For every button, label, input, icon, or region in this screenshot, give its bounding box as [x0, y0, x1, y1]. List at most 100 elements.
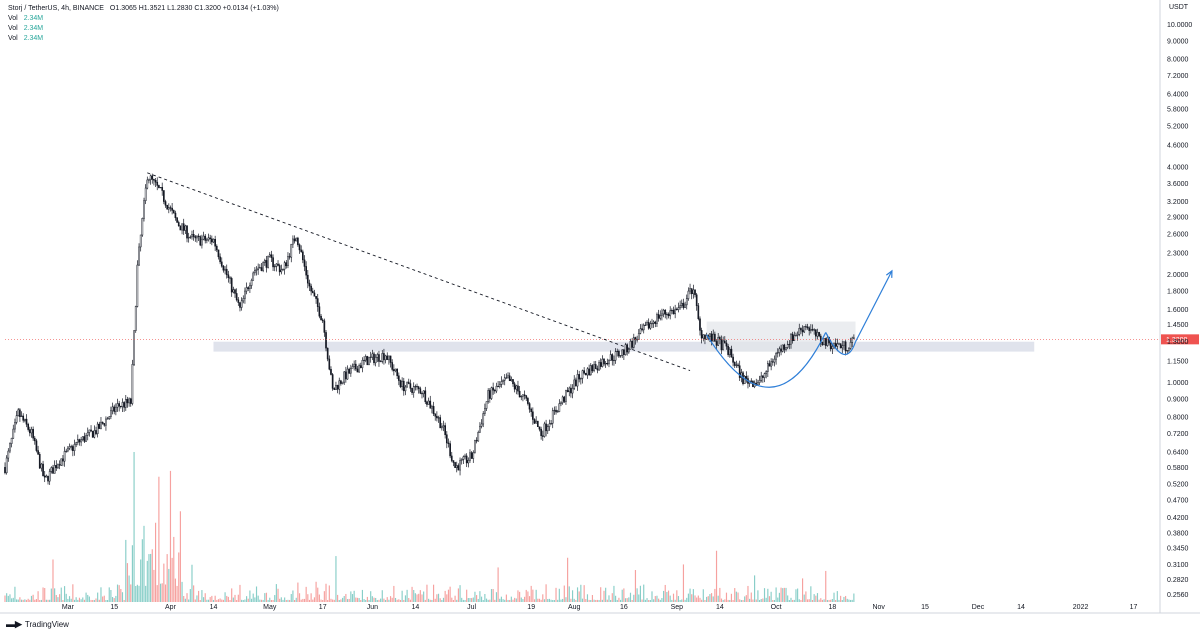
y-tick-label: 0.2820	[1167, 577, 1189, 584]
candle-body	[536, 420, 539, 427]
volume-bar	[171, 557, 173, 602]
volume-bar	[108, 587, 110, 602]
candle-body	[131, 364, 134, 404]
volume-bar	[272, 599, 274, 602]
volume-bar	[452, 599, 455, 602]
volume-bar	[207, 599, 210, 602]
annotation-layer	[213, 321, 1035, 352]
volume-bar	[613, 585, 615, 602]
candle-body	[211, 238, 213, 243]
candle-body	[475, 440, 478, 442]
candle-body	[561, 396, 564, 404]
candle-body	[450, 455, 453, 461]
x-tick-label: Dec	[972, 604, 985, 611]
volume-bar	[658, 598, 660, 602]
volume-bar	[667, 590, 670, 602]
indicator-row[interactable]: Vol 2.34M	[8, 24, 279, 34]
volume-bar	[608, 595, 610, 602]
candle-body	[566, 390, 569, 393]
candle-body	[32, 429, 34, 439]
volume-bar	[42, 587, 44, 602]
volume-bar	[252, 593, 254, 602]
candle-body	[416, 386, 418, 388]
volume-bar	[770, 591, 772, 602]
candle-body	[795, 335, 797, 337]
volume-bar	[477, 598, 479, 602]
x-tick-label: 18	[828, 604, 836, 611]
candle-body	[517, 385, 519, 392]
candle-body	[694, 289, 696, 296]
volume-bar	[851, 599, 853, 602]
candle-body	[386, 355, 389, 360]
candle-body	[675, 308, 678, 310]
candle-body	[108, 416, 111, 419]
volume-bar	[34, 599, 36, 602]
currency-label[interactable]: USDT	[1169, 4, 1188, 11]
footer-brand[interactable]: ▬▶ TradingView	[6, 619, 69, 630]
candle-body	[123, 402, 125, 408]
candle-body	[275, 263, 278, 267]
candle-body	[814, 329, 817, 337]
candle-body	[624, 344, 627, 355]
candle-body	[575, 379, 577, 387]
volume-bar	[328, 585, 330, 602]
candle-body	[263, 260, 266, 263]
y-tick-label: 10.0000	[1167, 22, 1192, 29]
candle-body	[333, 388, 336, 391]
volume-bar	[221, 599, 223, 602]
candle-body	[40, 463, 43, 469]
candle-body	[270, 254, 273, 258]
volume-bar	[633, 594, 635, 602]
volume-bar	[244, 599, 246, 602]
volume-bar	[502, 599, 504, 602]
candle-body	[421, 393, 423, 395]
candle-body	[35, 440, 38, 451]
volume-bar	[348, 598, 350, 602]
volume-bar	[808, 599, 810, 602]
candle-body	[282, 268, 284, 271]
candle-body	[63, 451, 66, 462]
volume-bar	[211, 595, 213, 602]
candle-body	[396, 368, 398, 377]
volume-bar	[489, 599, 491, 602]
candle-body	[515, 385, 518, 390]
volume-bar	[45, 599, 47, 602]
y-tick-label: 0.3450	[1167, 546, 1189, 553]
candle-body	[520, 396, 523, 398]
volume-bar	[765, 597, 767, 602]
volume-bar	[641, 599, 643, 602]
volume-bar	[823, 599, 825, 602]
volume-bar	[469, 598, 471, 602]
volume-bar	[449, 586, 451, 602]
volume-bar	[533, 599, 536, 602]
volume-bar	[811, 599, 814, 602]
volume-bar	[186, 593, 188, 602]
candle-body	[783, 344, 786, 350]
volume-bar	[454, 595, 456, 602]
candle-body	[368, 357, 370, 366]
candle-body	[121, 402, 124, 407]
volume-bar	[706, 596, 708, 602]
x-tick-label: 16	[620, 604, 628, 611]
volume-bar	[174, 578, 177, 602]
candle-body	[149, 175, 152, 181]
candle-body	[818, 332, 820, 337]
x-tick-label: 19	[527, 604, 535, 611]
symbol-title[interactable]: Storj / TetherUS, 4h, BINANCE	[8, 5, 104, 12]
volume-bar	[77, 599, 79, 602]
candle-body	[22, 415, 25, 421]
volume-bar	[651, 591, 653, 602]
volume-bar	[267, 599, 269, 602]
volume-bar	[841, 599, 843, 602]
candle-body	[156, 181, 159, 186]
volume-bar	[193, 585, 195, 602]
volume-bar	[181, 581, 183, 602]
candle-body	[348, 368, 351, 374]
indicator-row[interactable]: Vol 2.34M	[8, 14, 279, 24]
volume-bar	[562, 598, 564, 602]
volume-bar	[555, 587, 557, 602]
candle-body	[447, 442, 450, 444]
indicator-row[interactable]: Vol 2.34M	[8, 34, 279, 44]
candle-body	[601, 358, 604, 367]
